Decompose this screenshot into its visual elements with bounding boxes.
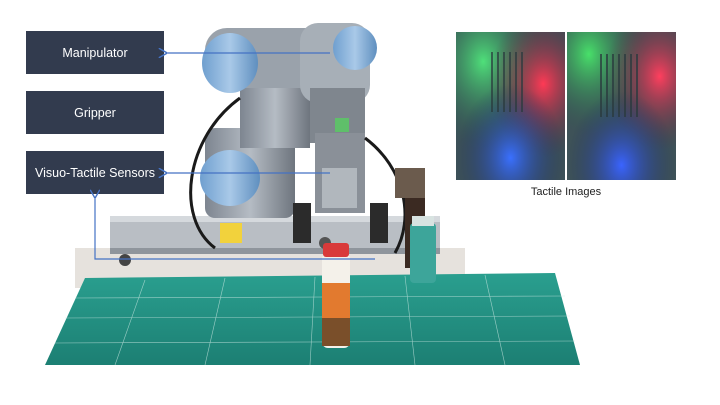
gripper-label: Gripper (26, 91, 164, 134)
manipulator-label: Manipulator (26, 31, 164, 74)
tactile-images-caption: Tactile Images (530, 186, 602, 198)
tactile-image-right (567, 32, 676, 180)
visuo-tactile-sensors-label: Visuo-Tactile Sensors (26, 151, 164, 194)
tactile-image-left (456, 32, 565, 180)
